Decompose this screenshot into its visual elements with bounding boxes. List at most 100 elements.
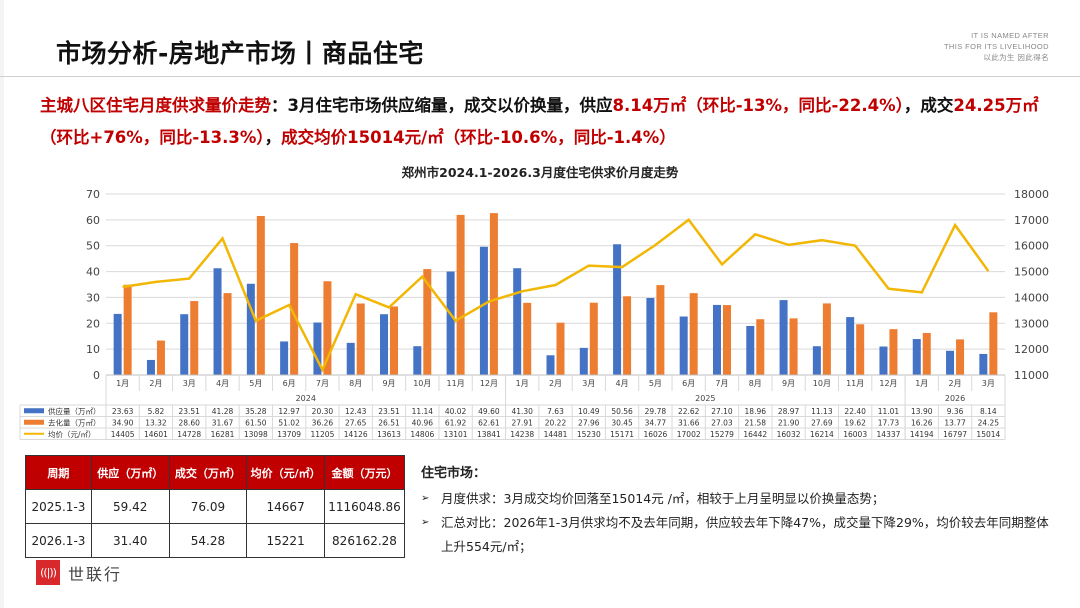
- x-tick-month: 10月: [813, 379, 831, 388]
- summary-text-3: ，: [264, 128, 282, 147]
- legend-label: 均价（元/㎡）: [48, 429, 96, 439]
- y-left-tick: 40: [86, 266, 100, 279]
- data-table-cell: 14194: [910, 430, 934, 439]
- x-tick-month: 12月: [879, 379, 897, 388]
- data-table-cell: 61.50: [245, 418, 267, 427]
- cell-price: 14667: [246, 489, 325, 524]
- data-table-cell: 24.25: [978, 418, 1000, 427]
- summary-deal: 24.25万㎡（环比+76%，同比-13.3%）: [40, 96, 1039, 147]
- header-deal: 成交（万㎡）: [168, 455, 248, 490]
- sold-bar: [156, 340, 165, 375]
- data-table-cell: 11.13: [811, 407, 833, 416]
- supply-bar: [313, 322, 322, 375]
- data-table-cell: 27.69: [811, 418, 833, 427]
- x-tick-month: 5月: [649, 379, 662, 388]
- sold-bar: [623, 296, 632, 375]
- cell-supply: 59.42: [90, 489, 170, 524]
- data-table-cell: 13.90: [911, 407, 933, 416]
- supply-bar: [346, 342, 355, 375]
- data-table-cell: 50.56: [611, 407, 633, 416]
- summary-supply: 8.14万㎡（环比-13%，同比-22.4%）: [612, 96, 904, 115]
- x-tick-month: 2月: [549, 379, 562, 388]
- x-tick-month: 1月: [116, 379, 129, 388]
- sold-bar: [523, 302, 532, 375]
- legend-label: 去化量（万㎡）: [48, 417, 101, 427]
- supply-bar: [979, 353, 988, 375]
- data-table-cell: 14337: [877, 430, 901, 439]
- summary-label: 主城八区住宅月度供求量价走势: [40, 96, 271, 115]
- data-table-cell: 26.51: [378, 418, 400, 427]
- data-table-cell: 31.67: [212, 418, 234, 427]
- x-tick-month: 5月: [249, 379, 262, 388]
- header-divider: [0, 76, 1080, 77]
- y-right-tick: 15000: [1014, 266, 1049, 279]
- cell-amount: 826162.28: [324, 523, 405, 558]
- y-left-tick: 60: [86, 214, 100, 227]
- brand-tagline: IT IS NAMED AFTER THIS FOR ITS LIVELIHOO…: [944, 30, 1049, 63]
- data-table-cell: 13613: [377, 430, 401, 439]
- data-table-cell: 20.22: [545, 418, 567, 427]
- data-table-cell: 27.65: [345, 418, 367, 427]
- arrow-bullet-icon: ➢: [421, 493, 430, 504]
- header-supply: 供应（万㎡）: [90, 455, 170, 490]
- x-tick-month: 6月: [283, 379, 296, 388]
- sold-bar: [856, 324, 865, 375]
- cell-amount: 1116048.86: [324, 489, 405, 524]
- data-table-cell: 14806: [410, 430, 434, 439]
- data-table-cell: 27.91: [511, 418, 533, 427]
- summary-table: 周期 供应（万㎡） 成交（万㎡） 均价（元/㎡） 金额（万元） 2025.1-3…: [25, 455, 405, 558]
- table-row: 2026.1-3 31.40 54.28 15221 826162.28: [25, 523, 405, 558]
- supply-bar: [213, 268, 222, 375]
- data-table-cell: 34.77: [645, 418, 667, 427]
- x-year-label: 2026: [945, 394, 965, 403]
- supply-bar: [812, 346, 821, 375]
- x-tick-month: 4月: [216, 379, 229, 388]
- data-table-cell: 23.51: [178, 407, 200, 416]
- sold-bar: [756, 319, 765, 375]
- y-right-tick: 16000: [1014, 240, 1049, 253]
- x-tick-month: 11月: [447, 379, 465, 388]
- supply-bar: [446, 271, 455, 375]
- data-table-cell: 12.97: [278, 407, 300, 416]
- data-table-cell: 30.45: [611, 418, 633, 427]
- x-tick-month: 3月: [582, 379, 595, 388]
- sold-bar: [922, 332, 931, 375]
- data-table-cell: 13.77: [944, 418, 966, 427]
- sold-bar: [323, 281, 332, 375]
- data-table-cell: 7.63: [547, 407, 564, 416]
- header-amount: 金额（万元）: [324, 455, 405, 490]
- cell-price: 15221: [246, 523, 325, 558]
- supply-bar: [646, 297, 655, 375]
- summary-text-2: ，成交: [903, 96, 954, 115]
- data-table-cell: 19.62: [844, 418, 866, 427]
- supply-bar: [546, 355, 555, 375]
- supply-bar: [380, 314, 389, 375]
- sold-bar: [223, 293, 232, 375]
- data-table-cell: 35.28: [245, 407, 267, 416]
- x-tick-month: 8月: [349, 379, 362, 388]
- data-table-cell: 41.28: [212, 407, 234, 416]
- sold-bar: [456, 214, 465, 375]
- data-table-cell: 40.02: [445, 407, 467, 416]
- data-table-cell: 15279: [710, 430, 734, 439]
- tagline-line-2: THIS FOR ITS LIVELIHOOD: [943, 42, 1049, 51]
- data-table-cell: 14405: [111, 430, 135, 439]
- market-bullet-text: 汇总对比：2026年1-3月供求均不及去年同期，供应较去年下降47%，成交量下降…: [441, 515, 1049, 554]
- summary-colon: ：: [271, 96, 288, 115]
- data-table-cell: 49.60: [478, 407, 500, 416]
- supply-bar: [912, 339, 921, 375]
- market-notes: 住宅市场： ➢ 月度供求：3月成交均价回落至15014元 /㎡，相较于上月呈明显…: [421, 462, 1061, 559]
- x-tick-month: 11月: [846, 379, 864, 388]
- data-table-cell: 27.03: [711, 418, 733, 427]
- data-table-cell: 8.14: [980, 407, 997, 416]
- cell-deal: 54.28: [168, 523, 248, 558]
- data-table-cell: 14238: [510, 430, 534, 439]
- legend-swatch-icon: [24, 408, 44, 414]
- data-table-cell: 16003: [843, 430, 867, 439]
- page-title: 市场分析-房地产市场丨商品住宅: [56, 39, 424, 68]
- data-table-cell: 16797: [943, 430, 967, 439]
- data-table-cell: 16032: [777, 430, 801, 439]
- header-period: 周期: [25, 455, 92, 490]
- supply-bar: [246, 283, 255, 375]
- x-tick-month: 2月: [949, 379, 962, 388]
